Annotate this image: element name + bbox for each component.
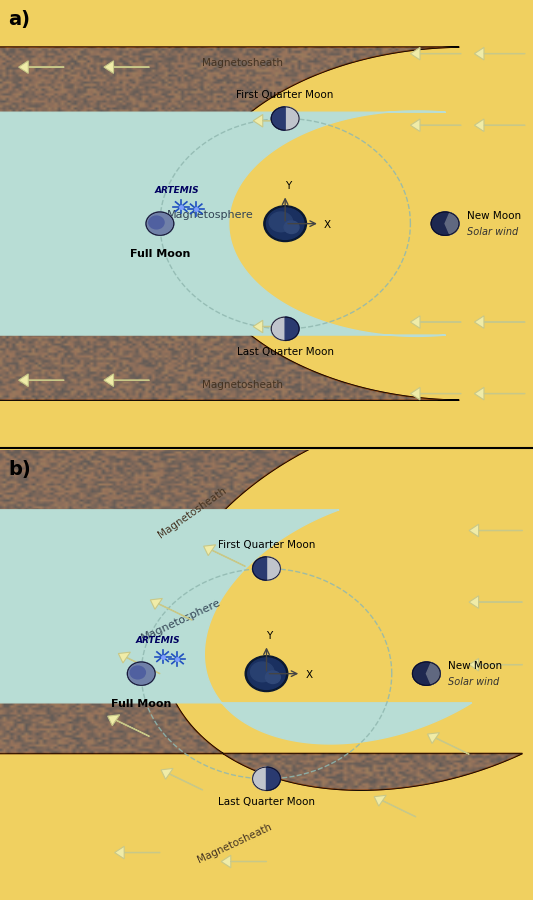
Wedge shape — [253, 767, 266, 790]
Text: X: X — [305, 670, 312, 680]
FancyArrow shape — [374, 796, 416, 817]
Circle shape — [253, 557, 280, 580]
Circle shape — [284, 221, 299, 233]
Circle shape — [413, 662, 440, 685]
Circle shape — [266, 208, 304, 239]
Circle shape — [271, 317, 299, 340]
Circle shape — [146, 212, 174, 235]
Text: Magnetosheath: Magnetosheath — [196, 822, 273, 865]
Polygon shape — [0, 111, 446, 337]
Wedge shape — [266, 557, 280, 580]
Text: New Moon: New Moon — [448, 661, 503, 670]
Circle shape — [149, 216, 164, 229]
Wedge shape — [271, 107, 285, 130]
Circle shape — [431, 212, 459, 235]
FancyArrow shape — [474, 387, 525, 400]
Text: Solar wind: Solar wind — [448, 677, 499, 687]
FancyArrow shape — [150, 598, 192, 620]
Text: Magnetosphere: Magnetosphere — [140, 597, 223, 643]
Text: Magnetosheath: Magnetosheath — [202, 380, 283, 390]
FancyArrow shape — [410, 119, 461, 131]
Wedge shape — [271, 317, 285, 340]
Circle shape — [264, 206, 306, 241]
FancyArrow shape — [469, 659, 522, 671]
Circle shape — [130, 666, 146, 679]
FancyArrow shape — [474, 48, 525, 60]
FancyArrow shape — [19, 374, 64, 386]
FancyArrow shape — [221, 855, 266, 868]
FancyArrow shape — [410, 48, 461, 60]
Text: Y: Y — [266, 631, 272, 641]
Text: ARTEMIS: ARTEMIS — [155, 186, 199, 195]
FancyArrow shape — [253, 320, 298, 333]
Text: New Moon: New Moon — [467, 211, 521, 220]
Circle shape — [431, 212, 459, 235]
Text: Y: Y — [285, 181, 291, 191]
FancyArrow shape — [469, 525, 522, 536]
PathPatch shape — [0, 47, 459, 400]
Wedge shape — [285, 107, 299, 130]
Wedge shape — [285, 317, 299, 340]
Text: Magnetosheath: Magnetosheath — [202, 58, 283, 68]
FancyArrow shape — [115, 846, 160, 859]
Text: Full Moon: Full Moon — [130, 248, 190, 258]
Text: Last Quarter Moon: Last Quarter Moon — [218, 797, 315, 807]
FancyArrow shape — [253, 114, 298, 127]
Wedge shape — [426, 662, 440, 685]
FancyArrow shape — [104, 61, 149, 74]
Text: Magnetosphere: Magnetosphere — [167, 210, 254, 220]
Text: Magnetosheath: Magnetosheath — [156, 485, 228, 540]
FancyArrow shape — [204, 544, 245, 566]
Text: a): a) — [8, 10, 30, 29]
FancyArrow shape — [104, 374, 149, 386]
Polygon shape — [0, 509, 472, 744]
Circle shape — [127, 662, 155, 685]
PathPatch shape — [0, 447, 522, 790]
Wedge shape — [266, 767, 280, 790]
Circle shape — [251, 662, 274, 681]
FancyArrow shape — [410, 316, 461, 328]
Circle shape — [265, 671, 280, 683]
Circle shape — [245, 656, 288, 691]
Text: First Quarter Moon: First Quarter Moon — [237, 90, 334, 100]
Text: Full Moon: Full Moon — [111, 698, 172, 708]
FancyArrow shape — [410, 387, 461, 400]
Circle shape — [146, 212, 174, 235]
Polygon shape — [0, 47, 459, 400]
FancyArrow shape — [474, 119, 525, 131]
Wedge shape — [445, 212, 459, 235]
Text: ARTEMIS: ARTEMIS — [136, 636, 181, 645]
FancyArrow shape — [108, 715, 149, 736]
Text: Solar wind: Solar wind — [467, 227, 518, 237]
Text: First Quarter Moon: First Quarter Moon — [218, 540, 315, 550]
FancyArrow shape — [474, 316, 525, 328]
Circle shape — [269, 212, 293, 231]
Text: X: X — [324, 220, 331, 230]
FancyArrow shape — [469, 596, 522, 608]
Circle shape — [253, 767, 280, 790]
FancyArrow shape — [161, 769, 203, 790]
FancyArrow shape — [427, 733, 469, 754]
Circle shape — [413, 662, 440, 685]
Wedge shape — [253, 557, 266, 580]
Polygon shape — [0, 447, 522, 790]
Circle shape — [248, 658, 285, 689]
Circle shape — [271, 107, 299, 130]
Circle shape — [127, 662, 155, 685]
FancyArrow shape — [19, 61, 64, 74]
Text: Last Quarter Moon: Last Quarter Moon — [237, 347, 334, 357]
Text: b): b) — [8, 460, 31, 479]
FancyArrow shape — [118, 652, 160, 674]
